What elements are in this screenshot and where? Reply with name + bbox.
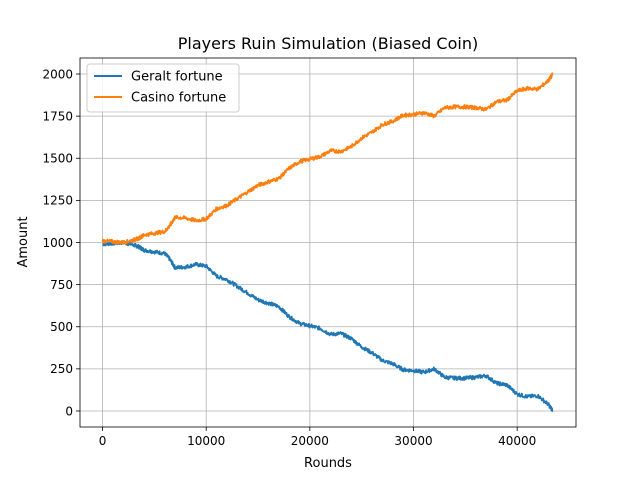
y-tick-label: 2000 [42, 67, 73, 81]
legend-box [86, 63, 240, 113]
series-line-geralt [102, 240, 554, 412]
series-line-casino [101, 72, 554, 245]
y-tick-label: 1250 [42, 194, 73, 208]
x-tick-label: 0 [99, 434, 107, 448]
x-tick-label: 20000 [291, 434, 329, 448]
x-axis-label: Rounds [304, 456, 352, 471]
y-tick-label: 1750 [42, 109, 73, 123]
axis-ticks: 0 10000 20000 30000 40000 0 250 500 750 1000 1250 1… [42, 67, 536, 448]
x-tick-label: 10000 [187, 434, 225, 448]
y-tick-label: 0 [65, 404, 73, 418]
legend-label-casino: Casino fortune [131, 91, 226, 106]
x-tick-label: 40000 [498, 434, 536, 448]
y-tick-label: 250 [50, 362, 73, 376]
y-tick-label: 1500 [42, 152, 73, 166]
legend-label-geralt: Geralt fortune [131, 70, 223, 85]
legend: Geralt fortune Casino fortune [86, 63, 240, 113]
y-tick-label: 500 [50, 320, 73, 334]
chart-title: Players Ruin Simulation (Biased Coin) [178, 34, 478, 53]
series-lines [101, 72, 554, 412]
y-tick-label: 1000 [42, 236, 73, 250]
grid [80, 58, 576, 427]
y-tick-label: 750 [50, 278, 73, 292]
y-axis-label: Amount [16, 216, 31, 267]
x-tick-label: 30000 [394, 434, 432, 448]
